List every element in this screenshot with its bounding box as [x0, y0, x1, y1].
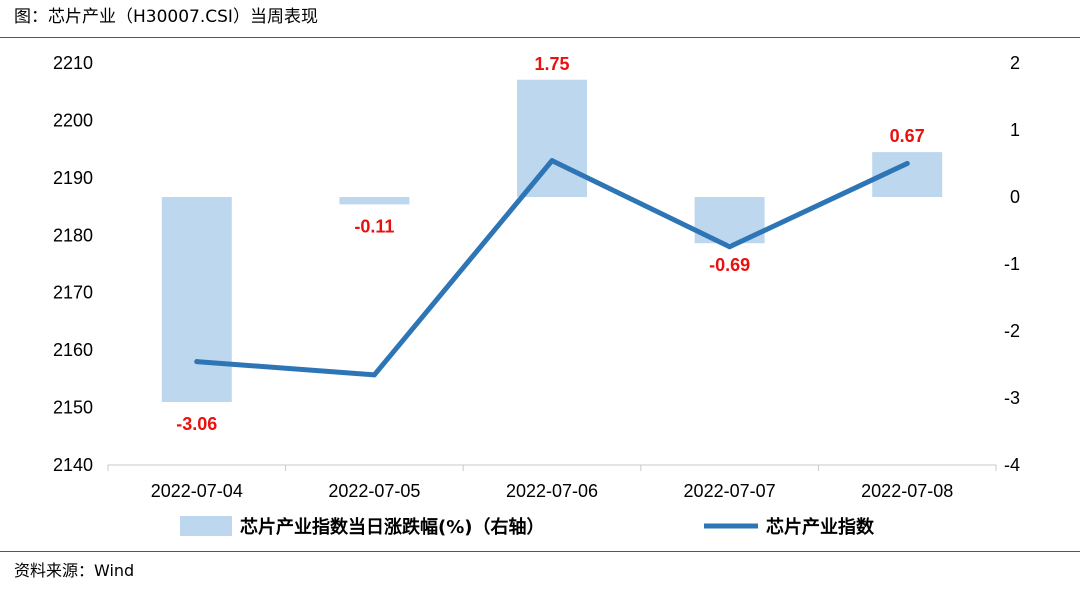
line-series — [194, 158, 910, 378]
bar — [339, 197, 410, 205]
x-tick-label: 2022-07-05 — [328, 481, 420, 501]
legend: 芯片产业指数当日涨跌幅(%)（右轴） 芯片产业指数 — [180, 516, 875, 538]
data-label: 0.67 — [890, 126, 925, 146]
x-axis: 2022-07-04 2022-07-05 2022-07-06 2022-07-07… — [107, 464, 997, 501]
bottom-divider — [0, 551, 1080, 552]
line-point — [371, 372, 377, 378]
left-y-axis: 2140 2150 2160 2170 2180 2190 2200 2210 — [53, 53, 93, 475]
left-tick-label: 2170 — [53, 283, 93, 303]
data-label: -3.06 — [176, 414, 217, 434]
line-point — [904, 161, 910, 166]
right-tick-label: 2 — [1010, 53, 1020, 73]
legend-line-label: 芯片产业指数 — [766, 516, 875, 538]
data-label: 1.75 — [534, 54, 569, 74]
left-tick-label: 2180 — [53, 225, 93, 245]
right-tick-label: 0 — [1010, 187, 1020, 207]
line-point — [549, 158, 555, 164]
right-y-axis: -4 -3 -2 -1 0 1 2 — [1004, 53, 1020, 475]
right-tick-label: 1 — [1010, 120, 1020, 140]
x-tick-label: 2022-07-04 — [151, 481, 243, 501]
bar — [517, 79, 587, 197]
data-label: -0.11 — [354, 216, 394, 236]
left-tick-label: 2190 — [53, 168, 93, 188]
x-tick-label: 2022-07-07 — [684, 481, 776, 501]
bar — [161, 197, 232, 403]
right-tick-label: -3 — [1004, 388, 1020, 408]
legend-bar-label: 芯片产业指数当日涨跌幅(%)（右轴） — [240, 516, 545, 538]
legend-bar-swatch — [180, 516, 232, 536]
left-tick-label: 2160 — [53, 340, 93, 360]
top-divider — [0, 37, 1080, 38]
source-note: 资料来源：Wind — [14, 561, 135, 580]
left-tick-label: 2150 — [53, 398, 93, 418]
line-point — [194, 359, 200, 365]
data-label: -0.69 — [709, 255, 750, 275]
bar-series — [161, 79, 943, 403]
line-point — [727, 244, 733, 250]
right-tick-label: -1 — [1004, 254, 1020, 274]
right-tick-label: -2 — [1004, 321, 1020, 341]
x-tick-label: 2022-07-06 — [506, 481, 598, 501]
left-tick-label: 2200 — [53, 110, 93, 130]
chart-title: 图：芯片产业（H30007.CSI）当周表现 — [14, 7, 318, 27]
left-tick-label: 2140 — [53, 455, 93, 475]
left-tick-label: 2210 — [53, 53, 93, 73]
data-labels: -3.06 -0.11 1.75 -0.69 0.67 — [176, 54, 924, 434]
x-tick-label: 2022-07-08 — [861, 481, 953, 501]
right-tick-label: -4 — [1004, 455, 1020, 475]
